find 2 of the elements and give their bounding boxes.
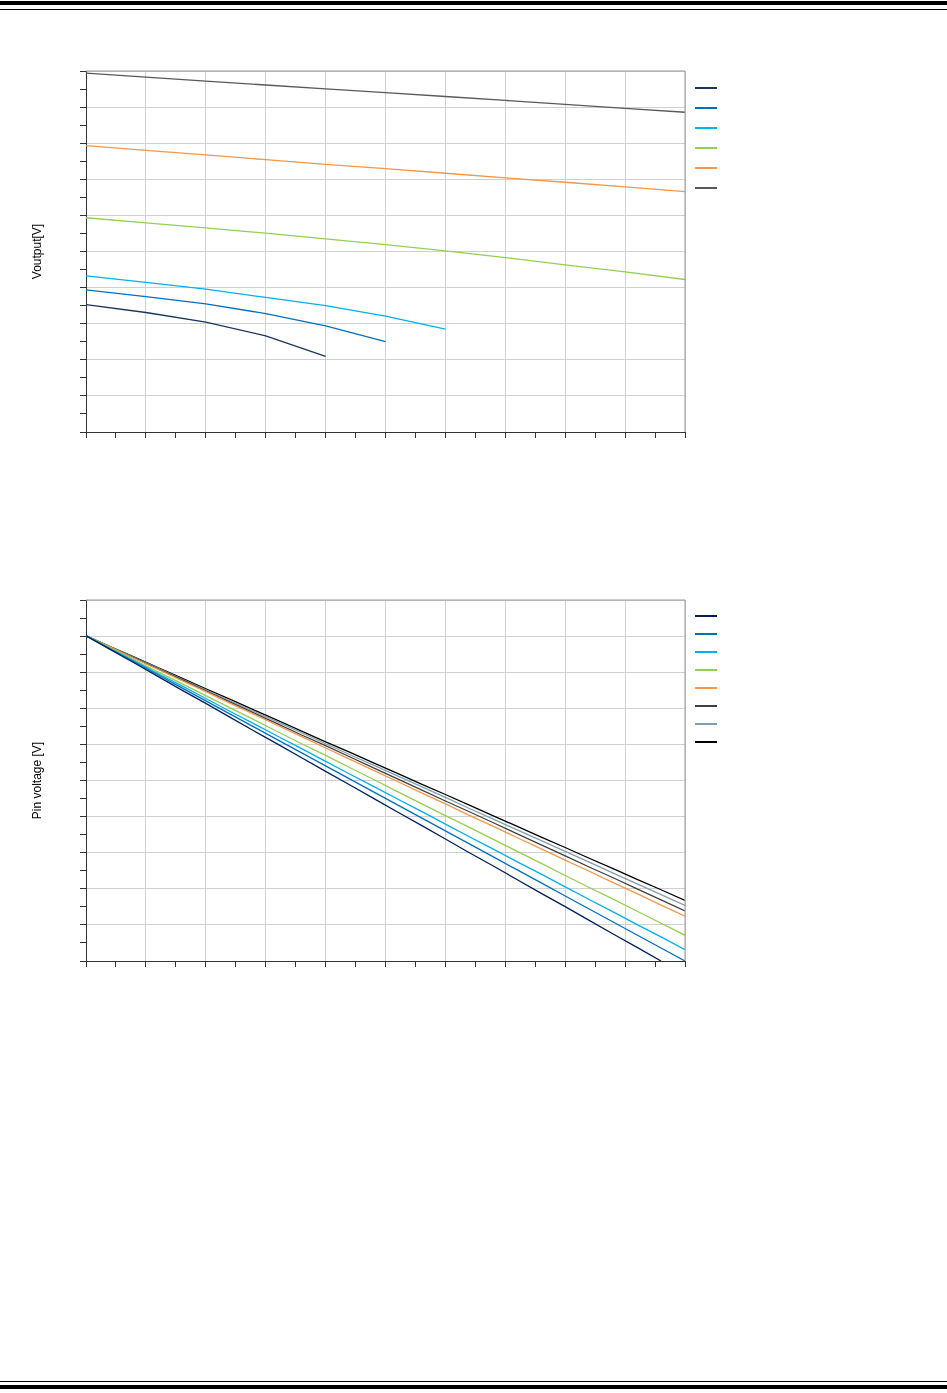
y-axis-title: Voutput[V]: [29, 223, 44, 280]
y-axis-title: Pin voltage [V]: [29, 741, 44, 820]
